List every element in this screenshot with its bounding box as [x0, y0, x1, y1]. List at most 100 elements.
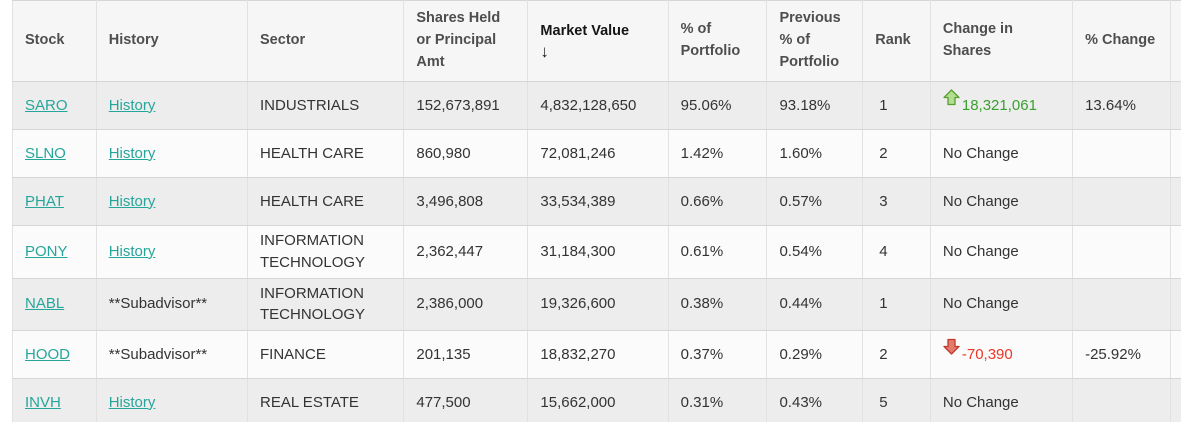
change-in-shares-cell: No Change [929, 225, 1074, 279]
sector-cell: INDUSTRIALS [247, 81, 405, 130]
change-in-shares-value: -70,390 [961, 345, 1013, 363]
sector-cell: INFORMATION TECHNOLOGY [247, 277, 405, 331]
stock-ticker-link[interactable]: SLNO [25, 144, 66, 162]
sort-descending-icon: ↓ [540, 41, 549, 61]
pct-ownership-cell: 1 [1169, 277, 1181, 331]
table-row: INVH History REAL ESTATE 477,500 15,662,000 0… [12, 378, 1181, 422]
change-in-shares-cell: No Change [929, 378, 1074, 422]
stock-ticker-link[interactable]: HOOD [25, 345, 70, 363]
market-value-cell: 4,832,128,650 [527, 81, 669, 130]
history-link[interactable]: History [108, 96, 156, 114]
change-in-shares-cell: 18,321,061 [929, 81, 1074, 130]
shares-held-cell: 860,980 [403, 129, 529, 178]
no-change-label: No Change [942, 192, 1019, 210]
column-header-history[interactable]: History [95, 0, 249, 82]
change-in-shares-cell: -70,390 [929, 330, 1074, 379]
column-header-pct-ownership[interactable]: % Ownership [1169, 0, 1181, 82]
stock-cell: PHAT [12, 177, 97, 226]
shares-held-cell: 2,386,000 [403, 277, 529, 331]
column-header-rank[interactable]: Rank [862, 0, 931, 82]
holdings-table: Stock History Sector Shares Held or Prin… [12, 0, 1181, 422]
sector-cell: HEALTH CARE [247, 177, 405, 226]
pct-ownership-cell: 0 [1169, 378, 1181, 422]
pct-of-portfolio-cell: 0.31% [667, 378, 768, 422]
shares-held-cell: 152,673,891 [403, 81, 529, 130]
history-link[interactable]: History [108, 192, 156, 210]
history-link[interactable]: History [108, 144, 156, 162]
market-value-cell: 15,662,000 [527, 378, 669, 422]
shares-held-cell: 201,135 [403, 330, 529, 379]
no-change-label: No Change [942, 295, 1019, 313]
column-header-change-in-shares[interactable]: Change in Shares [929, 0, 1074, 82]
table-row: PHAT History HEALTH CARE 3,496,808 33,534,38… [12, 177, 1181, 226]
table-row: SLNO History HEALTH CARE 860,980 72,081,246 1… [12, 129, 1181, 178]
shares-held-cell: 3,496,808 [403, 177, 529, 226]
pct-change-cell [1072, 378, 1171, 422]
sector-cell: HEALTH CARE [247, 129, 405, 178]
rank-cell: 2 [862, 330, 931, 379]
history-cell: History [95, 225, 249, 279]
column-header-previous-pct-portfolio[interactable]: Previous % of Portfolio [766, 0, 864, 82]
history-link[interactable]: History [108, 393, 156, 411]
pct-ownership-cell: 5 [1169, 177, 1181, 226]
pct-ownership-cell: 1 [1169, 129, 1181, 178]
previous-pct-of-portfolio-cell: 0.54% [766, 225, 864, 279]
column-header-sector[interactable]: Sector [247, 0, 405, 82]
pct-of-portfolio-cell: 1.42% [667, 129, 768, 178]
column-header-pct-portfolio[interactable]: % of Portfolio [667, 0, 768, 82]
header-row: Stock History Sector Shares Held or Prin… [12, 0, 1181, 82]
history-cell: History [95, 129, 249, 178]
history-link[interactable]: History [108, 242, 156, 260]
pct-change-cell: -25.92% [1072, 330, 1171, 379]
pct-of-portfolio-cell: 0.37% [667, 330, 768, 379]
stock-ticker-link[interactable]: PHAT [25, 192, 64, 210]
stock-ticker-link[interactable]: SARO [25, 96, 68, 114]
stock-ticker-link[interactable]: PONY [25, 242, 68, 260]
column-header-market-value[interactable]: Market Value ↓ [527, 0, 669, 82]
previous-pct-of-portfolio-cell: 0.29% [766, 330, 864, 379]
stock-ticker-link[interactable]: NABL [25, 295, 65, 313]
table-row: SARO History INDUSTRIALS 152,673,891 4,832,1… [12, 81, 1181, 130]
sector-cell: REAL ESTATE [247, 378, 405, 422]
history-cell: **Subadvisor** [95, 277, 249, 331]
shares-held-cell: 477,500 [403, 378, 529, 422]
table-row: HOOD **Subadvisor** FINANCE 201,135 18,832,2… [12, 330, 1181, 379]
pct-change-cell [1072, 177, 1171, 226]
change-in-shares-value: 18,321,061 [961, 96, 1037, 114]
no-change-label: No Change [942, 393, 1019, 411]
column-header-pct-change[interactable]: % Change [1072, 0, 1171, 82]
previous-pct-of-portfolio-cell: 0.44% [766, 277, 864, 331]
rank-cell: 3 [862, 177, 931, 226]
stock-cell: INVH [12, 378, 97, 422]
change-in-shares-cell: No Change [929, 177, 1074, 226]
pct-of-portfolio-cell: 95.06% [667, 81, 768, 130]
no-change-label: No Change [942, 242, 1019, 260]
pct-of-portfolio-cell: 0.61% [667, 225, 768, 279]
rank-cell: 5 [862, 378, 931, 422]
pct-change-cell [1072, 277, 1171, 331]
change-in-shares-cell: No Change [929, 277, 1074, 331]
market-value-cell: 31,184,300 [527, 225, 669, 279]
no-change-label: No Change [942, 144, 1019, 162]
stock-cell: NABL [12, 277, 97, 331]
sector-cell: FINANCE [247, 330, 405, 379]
previous-pct-of-portfolio-cell: 0.43% [766, 378, 864, 422]
previous-pct-of-portfolio-cell: 1.60% [766, 129, 864, 178]
pct-of-portfolio-cell: 0.66% [667, 177, 768, 226]
column-header-shares[interactable]: Shares Held or Principal Amt [403, 0, 529, 82]
stock-cell: SLNO [12, 129, 97, 178]
history-cell: History [95, 177, 249, 226]
arrow-down-icon [943, 338, 960, 362]
stock-cell: HOOD [12, 330, 97, 379]
rank-cell: 2 [862, 129, 931, 178]
previous-pct-of-portfolio-cell: 0.57% [766, 177, 864, 226]
market-value-cell: 18,832,270 [527, 330, 669, 379]
history-cell: **Subadvisor** [95, 330, 249, 379]
stock-ticker-link[interactable]: INVH [25, 393, 61, 411]
sector-cell: INFORMATION TECHNOLOGY [247, 225, 405, 279]
previous-pct-of-portfolio-cell: 93.18% [766, 81, 864, 130]
arrow-up-icon [943, 88, 960, 113]
column-header-stock[interactable]: Stock [12, 0, 97, 82]
history-cell: History [95, 378, 249, 422]
